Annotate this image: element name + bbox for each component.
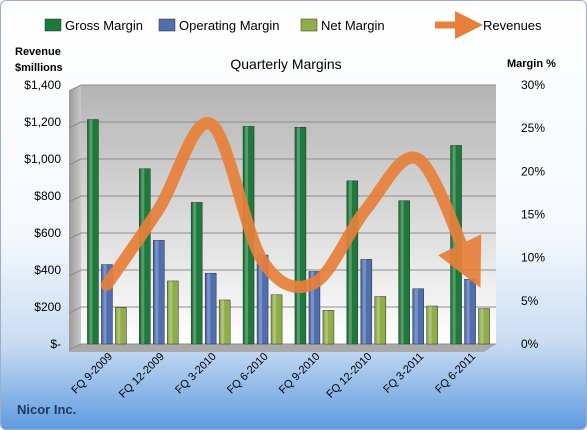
revenue-line xyxy=(100,117,482,293)
bar-net-margin xyxy=(426,305,438,345)
right-tick-label: 30% xyxy=(521,78,545,92)
left-tick-label: $200 xyxy=(34,300,61,314)
bar-highlight xyxy=(348,180,352,344)
gridline-wall xyxy=(68,195,82,203)
category-label: FQ 12-2009 xyxy=(117,351,167,401)
chart-title: Quarterly Margins xyxy=(230,56,341,72)
left-tick-label: $800 xyxy=(34,189,61,203)
right-tick-label: 5% xyxy=(521,294,539,308)
left-axis-title: Revenue $millions xyxy=(15,46,64,74)
bar-highlight xyxy=(221,299,225,344)
gridline-wall xyxy=(68,232,82,240)
legend: Gross Margin Operating Margin Net Margin Re… xyxy=(44,11,542,39)
bar-operating-margin xyxy=(101,264,113,345)
right-tick-label: 15% xyxy=(521,208,545,222)
left-tick-label: $400 xyxy=(34,263,61,277)
bar-highlight xyxy=(466,279,470,344)
side-wall xyxy=(69,85,81,352)
category-label: FQ 12-2010 xyxy=(324,351,374,401)
gridline-wall xyxy=(68,269,82,277)
bar-net-margin xyxy=(167,280,179,345)
bar-net-margin xyxy=(218,299,231,345)
bar-highlight xyxy=(428,306,432,344)
bar-operating-margin xyxy=(360,259,373,345)
left-tick-label: $- xyxy=(50,337,61,351)
category-label: FQ 9-2009 xyxy=(69,351,115,397)
bar-highlight xyxy=(400,200,404,344)
floor xyxy=(69,344,496,352)
bar-gross-margin xyxy=(294,127,307,345)
bar-highlight xyxy=(169,280,173,344)
bar-gross-margin xyxy=(346,180,359,345)
gridline-wall xyxy=(68,343,82,351)
gridline-wall xyxy=(68,121,82,129)
bar-highlight xyxy=(89,119,93,345)
legend-label: Operating Margin xyxy=(179,18,279,33)
bar-net-margin xyxy=(270,294,283,345)
bar-highlight xyxy=(155,240,159,344)
bar-highlight xyxy=(480,308,484,344)
bar-highlight xyxy=(362,259,366,344)
bar-highlight xyxy=(117,307,121,344)
bar-highlight xyxy=(414,288,418,344)
bar-highlight xyxy=(273,294,277,344)
bar-highlight xyxy=(310,271,314,344)
right-tick-label: 0% xyxy=(521,337,539,351)
bar-gross-margin xyxy=(190,202,203,345)
bar-operating-margin xyxy=(308,271,321,345)
category-label: FQ 3-2010 xyxy=(173,351,219,397)
bar-highlight xyxy=(259,255,263,344)
gridline-wall xyxy=(68,306,82,314)
category-label: FQ 6-2011 xyxy=(433,351,478,396)
category-label: FQ 3-2011 xyxy=(381,351,426,396)
category-label: FQ 6-2010 xyxy=(225,351,271,397)
legend-swatch xyxy=(158,18,176,32)
bar-operating-margin xyxy=(464,279,476,345)
bar-highlight xyxy=(103,264,107,344)
left-tick-label: $1,000 xyxy=(24,152,61,166)
bar-highlight xyxy=(193,202,197,344)
bar-net-margin xyxy=(322,310,335,345)
bar-highlight xyxy=(141,168,145,344)
bar-gross-margin xyxy=(139,168,151,345)
legend-label: Revenues xyxy=(483,18,542,33)
left-tick-label: $1,200 xyxy=(24,115,61,129)
company-name: Nicor Inc. xyxy=(17,402,77,417)
right-tick-label: 25% xyxy=(521,121,545,135)
right-axis-title: Margin % xyxy=(507,58,556,70)
bar-operating-margin xyxy=(153,240,165,345)
bar-net-margin xyxy=(115,307,127,345)
bar-highlight xyxy=(376,296,380,344)
plot-area: $- $200 $400 $600 $800 $1,000 $1,200 $1,400 0% 5%… xyxy=(24,78,545,401)
category-label: FQ 9-2010 xyxy=(277,351,323,397)
legend-swatch xyxy=(44,18,62,32)
legend-swatch xyxy=(300,18,318,32)
bar-gross-margin xyxy=(87,119,99,345)
bar-highlight xyxy=(207,273,211,344)
bar-gross-margin xyxy=(398,200,410,345)
bar-highlight xyxy=(296,127,300,344)
left-tick-label: $1,400 xyxy=(24,78,61,92)
bar-net-margin xyxy=(478,308,490,345)
left-tick-label: $600 xyxy=(34,226,61,240)
bar-operating-margin xyxy=(412,288,424,345)
gridline-wall xyxy=(68,84,82,92)
gridline-wall xyxy=(68,158,82,166)
bar-net-margin xyxy=(374,296,387,345)
right-tick-label: 10% xyxy=(521,251,545,265)
legend-label: Gross Margin xyxy=(65,18,143,33)
legend-label: Net Margin xyxy=(321,18,385,33)
bar-highlight xyxy=(324,310,328,344)
bar-operating-margin xyxy=(204,272,217,345)
right-tick-label: 20% xyxy=(521,164,545,178)
